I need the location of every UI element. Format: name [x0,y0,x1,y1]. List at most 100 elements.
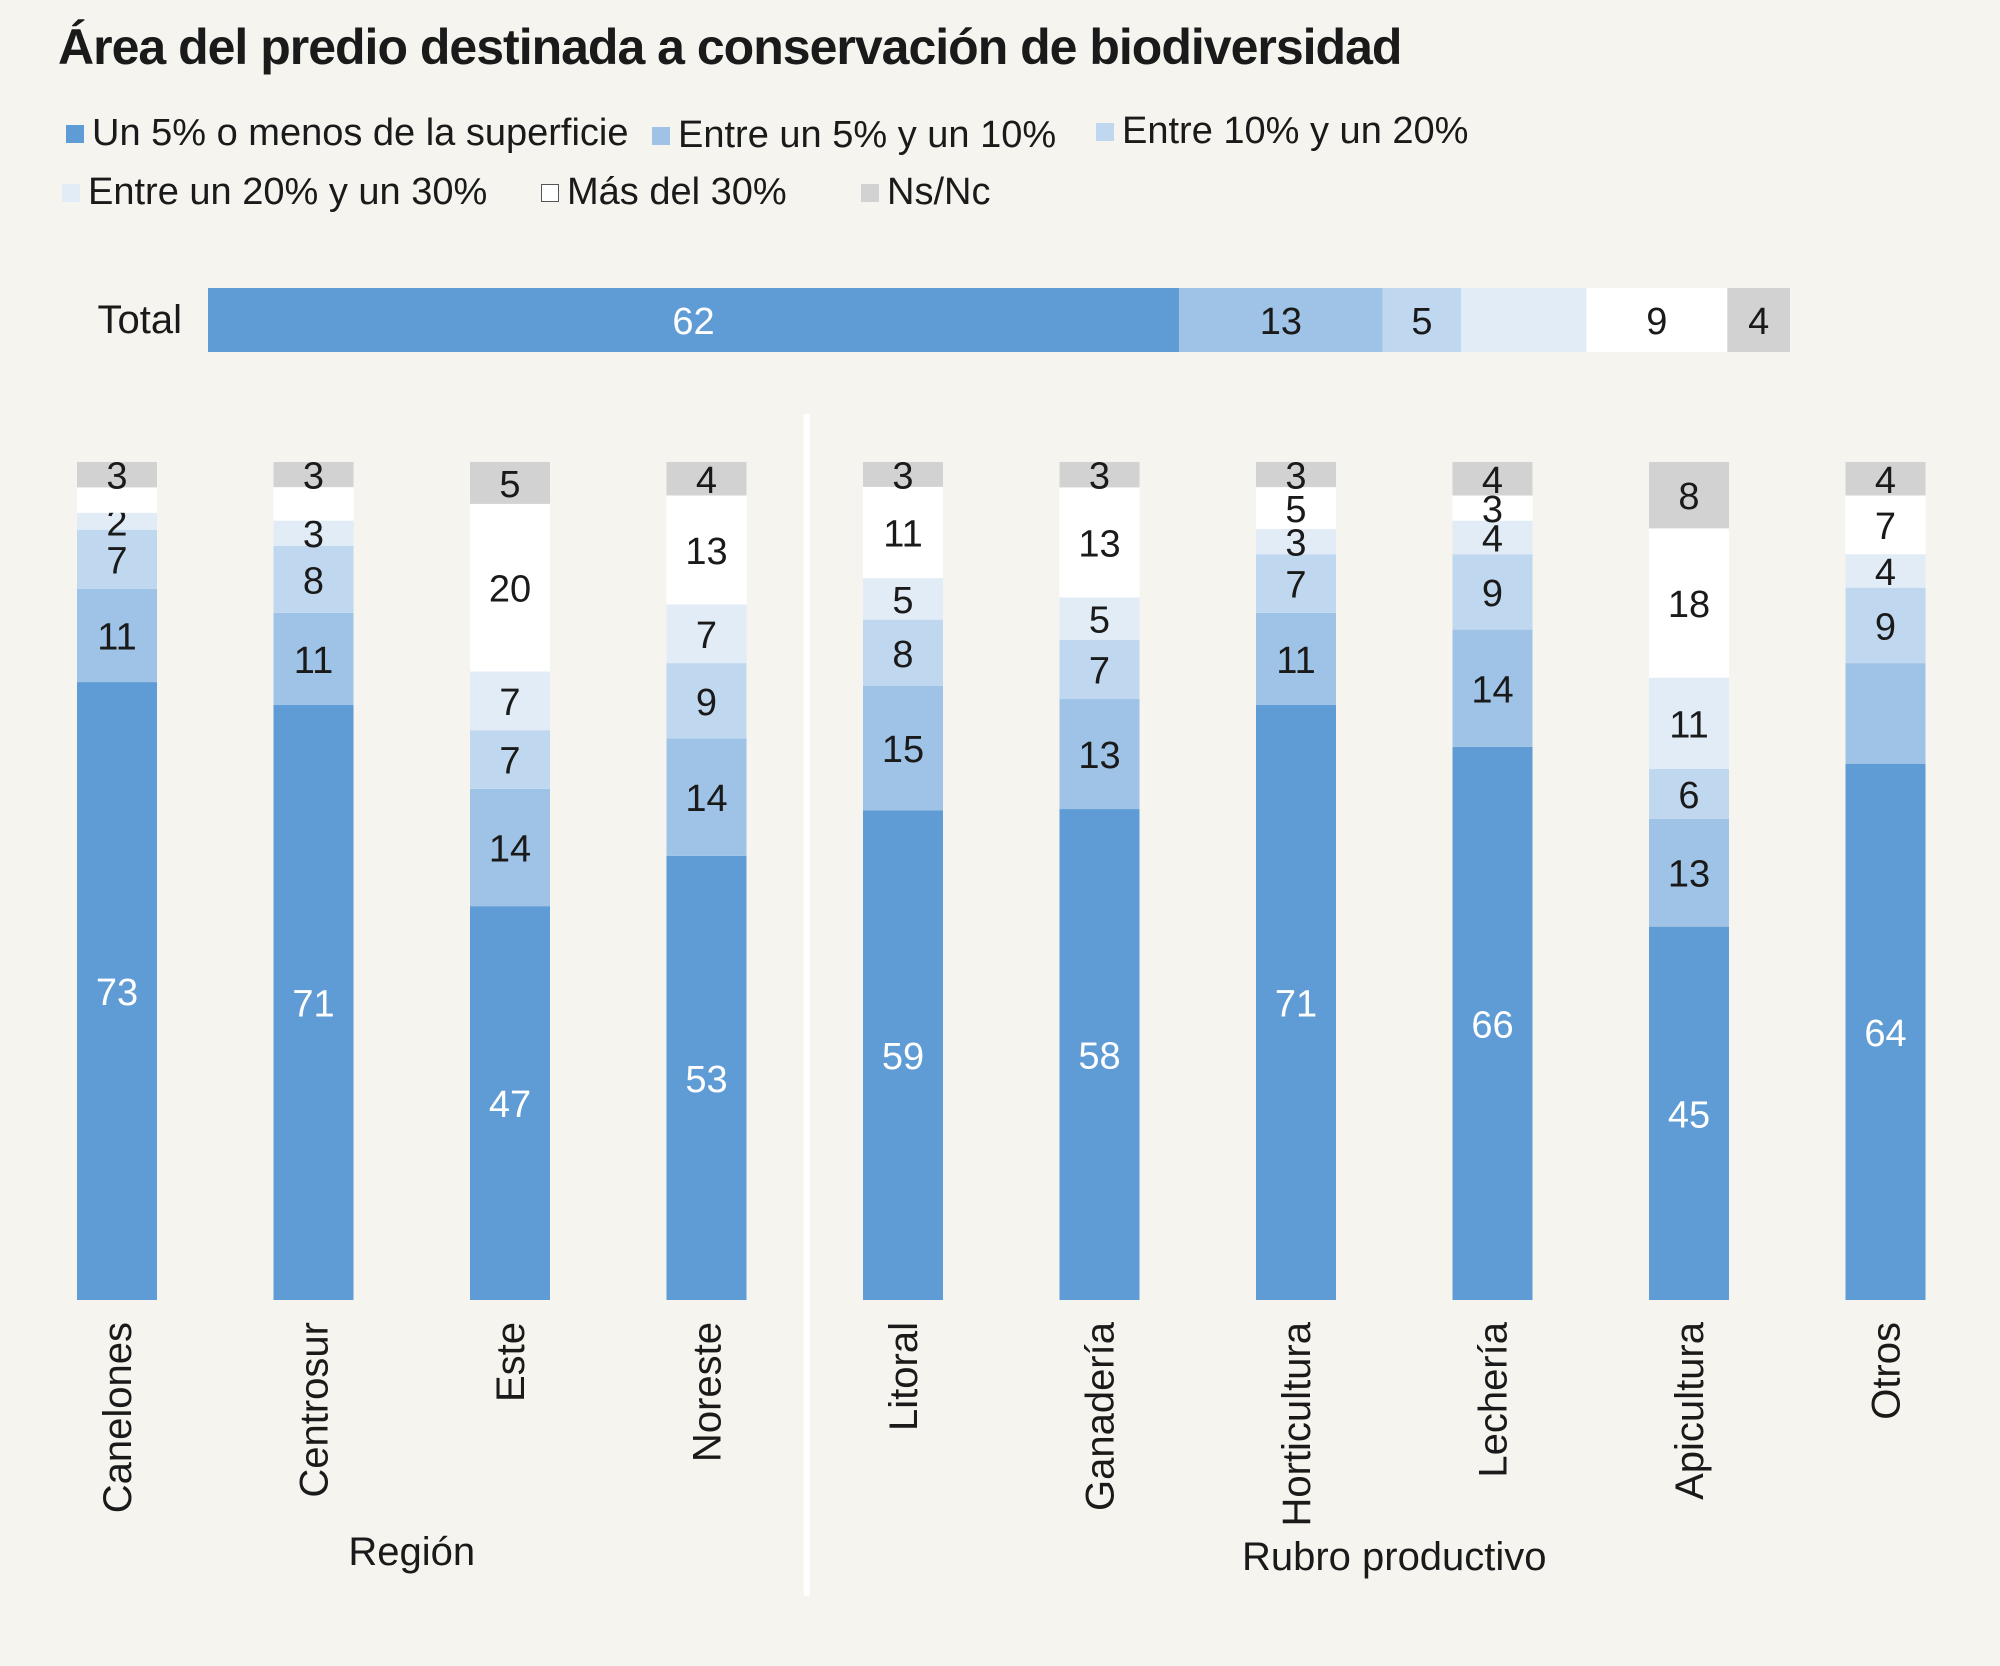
bar-horticultura-segment-5 [1256,487,1336,530]
legend-item-5: Más del 30% [541,171,787,214]
bar-apicultura-segment-4 [1649,677,1729,769]
bar-litoral-value-label-1: 59 [882,1036,924,1078]
bar-litoral-value-label-2: 15 [882,729,924,771]
bar-este-segment-1 [470,906,550,1300]
bar-lecheria-value-label-5: 3 [1482,489,1503,531]
bar-litoral-value-label-4: 5 [892,580,913,622]
bar-ganaderia-value-label-2: 13 [1078,735,1120,777]
legend-swatch-1 [66,124,84,143]
bar-noreste-value-label-4: 7 [696,615,717,657]
bar-apicultura-segment-3 [1649,768,1729,819]
bar-canelones-segment-6 [77,462,157,488]
bar-lecheria-value-label-6: 4 [1482,460,1503,502]
total-value-label-6: 4 [1748,301,1769,343]
legend-label-6: Ns/Nc [887,171,991,213]
bar-otros-value-label-3: 9 [1875,606,1896,648]
bar-otros-segment-1 [1845,763,1926,1300]
bar-litoral-segment-4 [863,578,943,620]
legend-label-3: Entre 10% y un 20% [1122,110,1469,152]
bar-lecheria-value-label-1: 66 [1471,1004,1513,1046]
total-segment-1 [208,288,1180,352]
bar-noreste-value-label-2: 14 [685,778,727,820]
bar-canelones-value-label-2: 11 [97,617,136,659]
total-segment-2 [1179,288,1383,352]
total-segment-5 [1586,288,1728,352]
legend-item-3: Entre 10% y un 20% [1096,110,1468,153]
legend-item-4: Entre un 20% y un 30% [62,171,487,214]
bar-noreste-segment-1 [666,855,747,1300]
bar-litoral-value-label-5: 11 [883,514,922,556]
legend-item-6: Ns/Nc [861,171,990,214]
bar-ganaderia-segment-1 [1059,809,1140,1300]
bar-lecheria-segment-6 [1452,462,1533,496]
bar-otros-segment-6 [1845,462,1926,496]
bar-apicultura-segment-2 [1649,818,1729,927]
bar-canelones-segment-4 [77,512,157,530]
bar-noreste-value-label-5: 13 [685,531,727,573]
bar-este-value-label-5: 20 [489,569,531,611]
bar-horticultura-value-label-6: 3 [1285,456,1306,498]
bar-ganaderia-value-label-1: 58 [1078,1036,1120,1078]
group-title-rubro-productivo: Rubro productivo [1242,1535,1547,1579]
bar-otros-segment-4 [1845,554,1926,588]
bar-este-value-label-2: 14 [489,828,531,870]
total-label: Total [98,298,183,342]
bar-litoral-segment-6 [863,462,943,487]
total-value-label-5: 9 [1646,301,1667,343]
legend-item-1: Un 5% o menos de la superficie [66,112,629,155]
category-label-horticultura: Horticultura [1275,1321,1319,1526]
bar-centrosur-segment-1 [273,705,354,1300]
bar-lecheria-segment-1 [1452,746,1533,1300]
category-label-centrosur: Centrosur [293,1322,337,1498]
bar-este-value-label-1: 47 [489,1084,531,1126]
bar-lecheria-segment-3 [1452,554,1533,630]
chart-title: Área del predio destinada a conservación… [58,19,1402,75]
bar-centrosur-value-label-2: 11 [294,640,333,682]
legend-item-2: Entre un 5% y un 10% [652,114,1056,157]
legend-swatch-3 [1096,122,1114,141]
bar-canelones-value-label-1: 73 [96,972,138,1014]
total-segment-3 [1382,288,1462,352]
legend-label-1: Un 5% o menos de la superficie [92,112,629,154]
bar-centrosur-segment-4 [273,520,354,546]
legend-swatch-5 [541,183,559,202]
bar-horticultura-segment-1 [1256,705,1336,1300]
bar-litoral-value-label-6: 3 [892,455,913,497]
bar-centrosur-segment-2 [273,612,354,706]
bar-horticultura-value-label-1: 71 [1275,984,1317,1026]
group-title-region: Región [348,1530,475,1574]
bar-centrosur-value-label-6: 3 [303,456,324,498]
bar-litoral-value-label-3: 8 [892,634,913,676]
bar-noreste-segment-3 [666,663,747,739]
bar-horticultura-segment-6 [1256,462,1336,488]
bar-lecheria-segment-2 [1452,629,1533,747]
bar-lecheria-segment-4 [1452,520,1533,555]
bar-este-value-label-4: 7 [499,682,520,724]
category-label-canelones: Canelones [96,1322,140,1513]
category-label-litoral: Litoral [882,1322,926,1431]
bar-lecheria-value-label-4: 4 [1482,518,1503,560]
bar-horticultura-value-label-2: 11 [1276,640,1315,682]
bar-este-segment-5 [470,503,550,672]
bar-canelones-segment-5 [77,487,157,513]
bar-litoral-segment-1 [863,810,943,1300]
bar-ganaderia-segment-2 [1059,699,1140,810]
bar-otros-value-label-1: 64 [1864,1013,1906,1055]
bar-centrosur-segment-5 [273,487,354,521]
bar-litoral-segment-2 [863,686,943,811]
bar-apicultura-value-label-1: 45 [1668,1094,1710,1136]
bar-otros-value-label-5: 7 [1875,506,1896,548]
bar-ganaderia-value-label-4: 5 [1089,600,1110,642]
bar-canelones-segment-1 [77,682,157,1300]
legend-label-4: Entre un 20% y un 30% [88,171,488,213]
bar-horticultura-segment-3 [1256,554,1336,613]
bar-canelones-segment-3 [77,529,157,589]
bar-horticultura-value-label-3: 7 [1285,565,1306,607]
bar-este-value-label-3: 7 [499,740,520,782]
bar-noreste-value-label-6: 4 [696,460,717,502]
category-label-este: Este [489,1322,533,1402]
bar-otros-value-label-6: 4 [1875,460,1896,502]
legend-swatch-4 [62,183,80,202]
bar-apicultura-value-label-5: 18 [1668,584,1710,626]
category-label-noreste: Noreste [686,1322,730,1462]
